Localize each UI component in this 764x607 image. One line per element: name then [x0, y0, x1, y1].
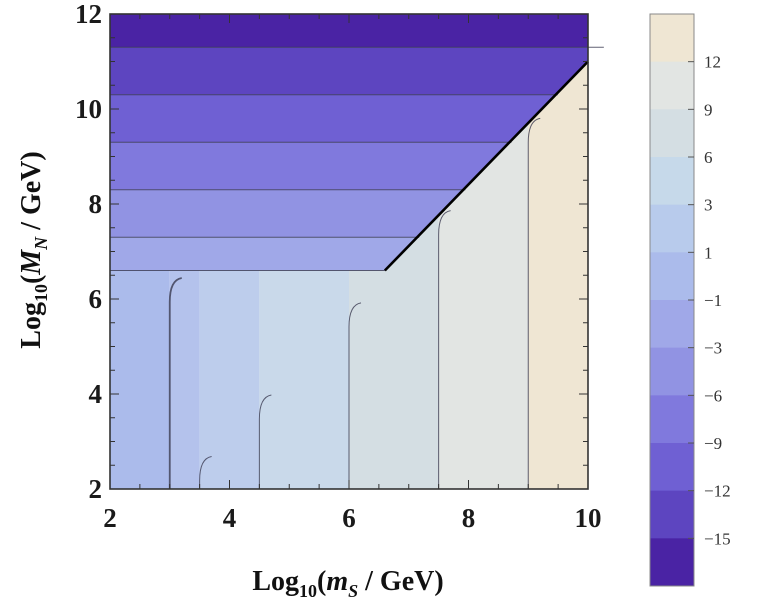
y-tick-label: 2	[89, 474, 103, 504]
contour-vertical-4	[438, 210, 451, 489]
x-tick-label: 4	[223, 503, 237, 533]
colorbar-label: −6	[704, 386, 722, 405]
upper-band-2	[110, 94, 588, 143]
y-tick-label: 8	[89, 189, 103, 219]
colorbar-label: −15	[704, 529, 731, 548]
contour-vertical-2	[258, 394, 272, 489]
colorbar-label: 6	[704, 148, 713, 167]
colorbar-segment-10	[650, 490, 694, 539]
colorbar-segment-8	[650, 395, 694, 444]
x-axis-title: Log10(mS / GeV)	[252, 566, 443, 601]
y-tick-label: 4	[89, 379, 103, 409]
y-tick-label: 12	[75, 0, 102, 29]
colorbar-label: 12	[704, 53, 721, 72]
colorbar-segment-2	[650, 109, 694, 158]
boundary-line	[383, 60, 589, 272]
colorbar: 12 9 6 3 1 −1 −3 −6 −9 −12 −15	[649, 13, 731, 587]
colorbar-segment-9	[650, 443, 694, 492]
colorbar-label: 3	[704, 196, 713, 215]
contour-vertical-5	[527, 117, 541, 489]
x-tick-label: 10	[575, 503, 602, 533]
contour-vertical-0	[168, 277, 182, 489]
colorbar-segment-11	[650, 538, 694, 587]
colorbar-segment-6	[650, 300, 694, 349]
colorbar-label: 9	[704, 100, 713, 119]
colorbar-segment-3	[650, 157, 694, 206]
lower-band-6	[528, 61, 588, 489]
colorbar-label: −1	[704, 291, 722, 310]
y-tick-label: 10	[75, 94, 102, 124]
colorbar-label: −9	[704, 434, 722, 453]
colorbar-label: −3	[704, 339, 722, 358]
colorbar-label: 1	[704, 243, 713, 262]
y-axis-title: Log10(MN / GeV)	[16, 151, 51, 348]
contour-vertical-3	[348, 302, 362, 489]
colorbar-segment-4	[650, 204, 694, 253]
y-tick-label: 6	[89, 284, 103, 314]
colorbar-segment-7	[650, 347, 694, 396]
colorbar-segment-0	[650, 14, 694, 63]
upper-band-1	[110, 47, 588, 95]
colorbar-label: −12	[704, 482, 731, 501]
x-tick-label: 8	[462, 503, 476, 533]
x-tick-label: 2	[103, 503, 117, 533]
colorbar-segment-5	[650, 252, 694, 301]
colorbar-segment-1	[650, 61, 694, 110]
x-tick-label: 6	[342, 503, 356, 533]
axis-ticks: 2 4 6 8 10 2 4 6 8 10 12	[75, 0, 602, 533]
contour-vertical-1	[199, 456, 212, 489]
